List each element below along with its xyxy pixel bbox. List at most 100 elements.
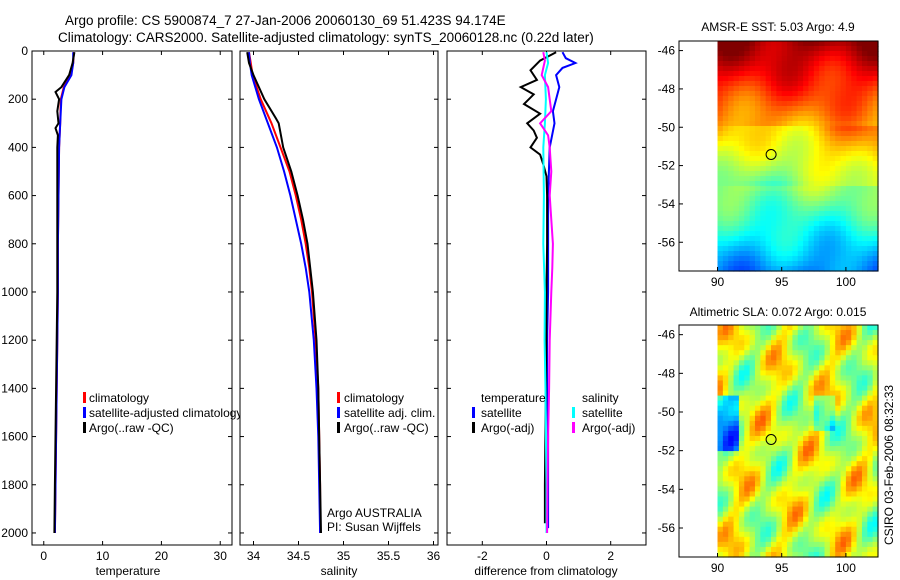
heatmap-cell bbox=[851, 151, 858, 157]
heatmap-cell bbox=[803, 441, 810, 447]
heatmap-cell bbox=[851, 246, 858, 252]
heatmap-cell bbox=[845, 511, 852, 518]
heatmap-cell bbox=[749, 251, 756, 257]
heatmap-cell bbox=[819, 446, 826, 452]
heatmap-cell bbox=[813, 151, 820, 157]
heatmap-cell bbox=[776, 486, 783, 493]
heatmap-cell bbox=[754, 345, 761, 351]
y-tick-label: 0 bbox=[21, 44, 28, 58]
heatmap-cell bbox=[856, 506, 863, 513]
map-x-tick-label: 95 bbox=[775, 561, 789, 575]
heatmap-cell bbox=[754, 131, 761, 137]
heatmap-cell bbox=[787, 350, 794, 356]
heatmap-cell bbox=[771, 96, 777, 102]
heatmap-cell bbox=[803, 241, 810, 247]
heatmap-cell bbox=[722, 380, 729, 387]
heatmap-cell bbox=[824, 141, 831, 147]
heatmap-cell bbox=[738, 161, 745, 167]
heatmap-cell bbox=[835, 526, 842, 533]
heatmap-cell bbox=[728, 251, 735, 257]
heatmap-cell bbox=[856, 206, 863, 212]
heatmap-cell bbox=[738, 330, 745, 336]
heatmap-cell bbox=[717, 216, 724, 222]
sla-map-title: Altimetric SLA: 0.072 Argo: 0.015 bbox=[690, 305, 867, 319]
heatmap-cell bbox=[781, 221, 788, 227]
heatmap-cell bbox=[717, 430, 724, 437]
heatmap-cell bbox=[792, 101, 799, 107]
heatmap-cell bbox=[856, 246, 863, 252]
heatmap-cell bbox=[760, 446, 767, 452]
heatmap-cell bbox=[765, 146, 772, 152]
heatmap-cell bbox=[765, 196, 772, 202]
heatmap-cell bbox=[824, 201, 831, 207]
heatmap-cell bbox=[728, 91, 735, 97]
heatmap-cell bbox=[824, 441, 831, 447]
heatmap-cell bbox=[771, 221, 777, 227]
heatmap-cell bbox=[792, 521, 799, 528]
heatmap-cell bbox=[738, 471, 745, 477]
heatmap-cell bbox=[829, 551, 836, 558]
heatmap-cell bbox=[797, 340, 804, 346]
heatmap-cell bbox=[792, 266, 799, 272]
heatmap-cell bbox=[728, 395, 735, 402]
heatmap-cell bbox=[835, 71, 842, 77]
heatmap-cell bbox=[867, 385, 874, 392]
heatmap-cell bbox=[829, 395, 836, 402]
heatmap-cell bbox=[744, 151, 751, 157]
heatmap-cell bbox=[813, 491, 820, 498]
heatmap-cell bbox=[803, 466, 810, 472]
heatmap-cell bbox=[872, 161, 879, 167]
heatmap-cell bbox=[851, 531, 858, 538]
heatmap-cell bbox=[803, 41, 810, 47]
heatmap-cell bbox=[872, 461, 879, 467]
heatmap-cell bbox=[738, 191, 745, 197]
heatmap-cell bbox=[845, 355, 852, 361]
heatmap-cell bbox=[867, 161, 874, 167]
heatmap-cell bbox=[744, 236, 751, 242]
heatmap-cell bbox=[733, 246, 740, 252]
heatmap-cell bbox=[867, 166, 874, 172]
heatmap-cell bbox=[819, 176, 826, 182]
series-line-argo-raw-qc- bbox=[246, 52, 322, 534]
heatmap-cell bbox=[829, 516, 836, 523]
heatmap-cell bbox=[792, 126, 799, 132]
heatmap-cell bbox=[840, 385, 847, 392]
heatmap-cell bbox=[733, 136, 740, 142]
heatmap-cell bbox=[787, 116, 794, 122]
heatmap-cell bbox=[829, 340, 836, 346]
heatmap-cell bbox=[760, 415, 767, 422]
heatmap-cell bbox=[867, 395, 874, 402]
heatmap-cell bbox=[738, 380, 745, 387]
heatmap-cell bbox=[749, 380, 756, 387]
heatmap-cell bbox=[776, 415, 783, 422]
heatmap-cell bbox=[744, 96, 751, 102]
heatmap-cell bbox=[797, 196, 804, 202]
sla-float-position-marker bbox=[765, 434, 777, 445]
heatmap-cell bbox=[792, 156, 799, 162]
heatmap-cell bbox=[803, 325, 810, 331]
map-x-tick-label: 90 bbox=[711, 275, 725, 289]
heatmap-cell bbox=[787, 126, 794, 132]
heatmap-cell bbox=[797, 246, 804, 252]
heatmap-cell bbox=[872, 325, 879, 331]
heatmap-cell bbox=[722, 466, 729, 472]
heatmap-cell bbox=[738, 491, 745, 498]
heatmap-cell bbox=[803, 335, 810, 341]
heatmap-cell bbox=[749, 516, 756, 523]
heatmap-cell bbox=[840, 496, 847, 503]
heatmap-cell bbox=[792, 425, 799, 432]
heatmap-cell bbox=[792, 116, 799, 122]
heatmap-cell bbox=[776, 226, 783, 232]
heatmap-cell bbox=[808, 481, 815, 487]
heatmap-cell bbox=[872, 96, 879, 102]
heatmap-cell bbox=[867, 91, 874, 97]
heatmap-cell bbox=[765, 370, 772, 377]
heatmap-cell bbox=[824, 526, 831, 533]
heatmap-cell bbox=[856, 101, 863, 107]
heatmap-cell bbox=[749, 486, 756, 493]
heatmap-cell bbox=[813, 81, 820, 87]
heatmap-cell bbox=[728, 435, 735, 442]
heatmap-cell bbox=[749, 425, 756, 432]
heatmap-cell bbox=[835, 181, 842, 187]
heatmap-cell bbox=[728, 325, 735, 331]
